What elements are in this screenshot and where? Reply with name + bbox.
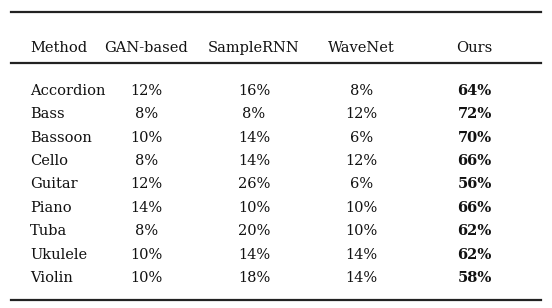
- Text: SampleRNN: SampleRNN: [208, 41, 300, 55]
- Text: 56%: 56%: [458, 177, 492, 192]
- Text: 62%: 62%: [458, 248, 492, 262]
- Text: 8%: 8%: [135, 154, 158, 168]
- Text: Ours: Ours: [457, 41, 493, 55]
- Text: 14%: 14%: [238, 131, 270, 145]
- Text: 72%: 72%: [458, 107, 492, 121]
- Text: 66%: 66%: [458, 201, 492, 215]
- Text: 8%: 8%: [242, 107, 266, 121]
- Text: 10%: 10%: [130, 248, 162, 262]
- Text: 20%: 20%: [238, 224, 270, 238]
- Text: 12%: 12%: [346, 154, 378, 168]
- Text: 26%: 26%: [238, 177, 270, 192]
- Text: Bassoon: Bassoon: [30, 131, 92, 145]
- Text: 6%: 6%: [350, 131, 373, 145]
- Text: Ukulele: Ukulele: [30, 248, 87, 262]
- Text: 18%: 18%: [238, 271, 270, 285]
- Text: 16%: 16%: [238, 84, 270, 98]
- Text: Violin: Violin: [30, 271, 73, 285]
- Text: Piano: Piano: [30, 201, 72, 215]
- Text: 12%: 12%: [130, 177, 162, 192]
- Text: 10%: 10%: [130, 131, 162, 145]
- Text: 14%: 14%: [346, 248, 378, 262]
- Text: 64%: 64%: [458, 84, 492, 98]
- Text: Cello: Cello: [30, 154, 68, 168]
- Text: 14%: 14%: [238, 154, 270, 168]
- Text: 8%: 8%: [135, 224, 158, 238]
- Text: 62%: 62%: [458, 224, 492, 238]
- Text: 70%: 70%: [458, 131, 492, 145]
- Text: 12%: 12%: [130, 84, 162, 98]
- Text: 8%: 8%: [350, 84, 373, 98]
- Text: 14%: 14%: [130, 201, 162, 215]
- Text: 10%: 10%: [130, 271, 162, 285]
- Text: 8%: 8%: [135, 107, 158, 121]
- Text: 10%: 10%: [346, 201, 378, 215]
- Text: 6%: 6%: [350, 177, 373, 192]
- Text: 14%: 14%: [238, 248, 270, 262]
- Text: WaveNet: WaveNet: [328, 41, 395, 55]
- Text: Guitar: Guitar: [30, 177, 78, 192]
- Text: GAN-based: GAN-based: [104, 41, 188, 55]
- Text: 66%: 66%: [458, 154, 492, 168]
- Text: Tuba: Tuba: [30, 224, 67, 238]
- Text: Bass: Bass: [30, 107, 65, 121]
- Text: 10%: 10%: [346, 224, 378, 238]
- Text: Accordion: Accordion: [30, 84, 106, 98]
- Text: Method: Method: [30, 41, 87, 55]
- Text: 58%: 58%: [458, 271, 492, 285]
- Text: 10%: 10%: [238, 201, 270, 215]
- Text: 12%: 12%: [346, 107, 378, 121]
- Text: 14%: 14%: [346, 271, 378, 285]
